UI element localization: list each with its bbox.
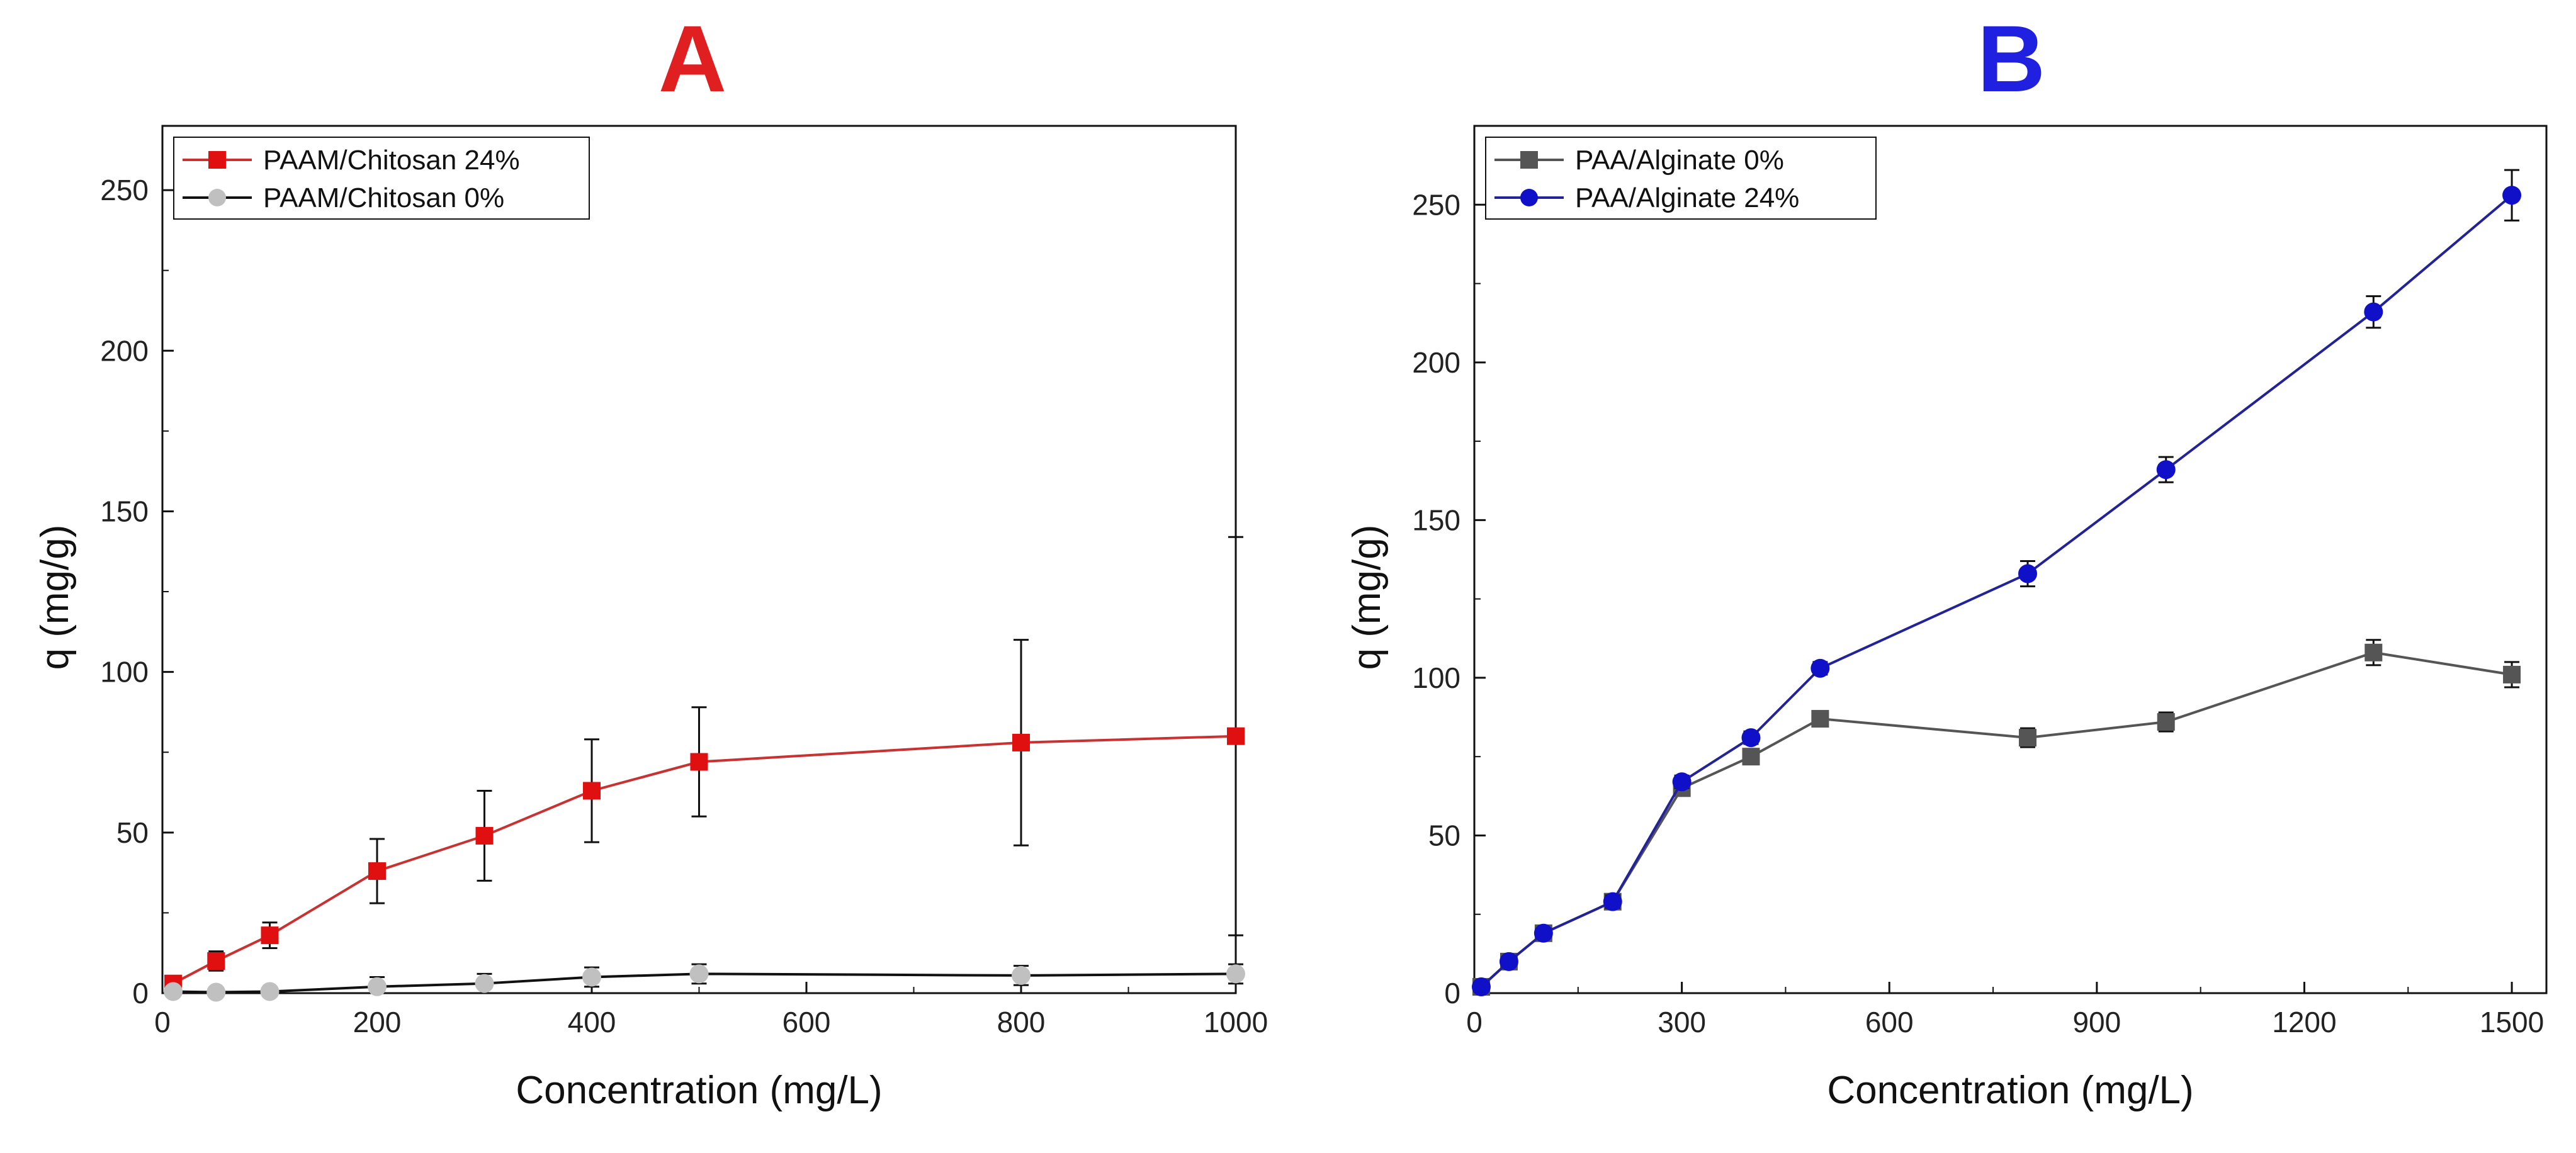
data-point — [1741, 728, 1761, 748]
legend-marker — [208, 189, 226, 206]
legend-label: PAAM/Chitosan 0% — [263, 183, 504, 213]
data-point — [582, 967, 601, 987]
chart-panel-b: B 0 300 600 900 1200 1500 0 50 100 150 200 250 Concen… — [1345, 6, 2548, 1112]
x-tick-label: 0 — [1466, 1006, 1483, 1038]
data-point — [261, 926, 279, 945]
data-point — [1811, 658, 1830, 678]
y-tick-label: 250 — [100, 174, 149, 206]
x-tick-label: 300 — [1658, 1006, 1706, 1038]
data-point — [164, 982, 183, 1001]
data-point — [1603, 892, 1622, 911]
data-point — [2364, 643, 2383, 661]
legend: PAA/Alginate 0% PAA/Alginate 24% — [1485, 137, 1877, 220]
y-tick-label: 50 — [116, 816, 149, 849]
series-1 — [1472, 639, 2521, 996]
y-tick-label: 150 — [100, 495, 149, 527]
legend-box — [173, 137, 590, 220]
data-point — [1226, 964, 1245, 984]
x-tick-label: 1000 — [1204, 1006, 1268, 1038]
data-point — [689, 964, 709, 984]
x-tick-label: 600 — [782, 1006, 831, 1038]
x-tick-label: 0 — [154, 1006, 171, 1038]
data-point — [2156, 460, 2176, 480]
x-tick-label: 400 — [568, 1006, 616, 1038]
legend-marker — [1520, 151, 1538, 169]
legend-label: PAA/Alginate 24% — [1575, 183, 1799, 213]
data-point — [1499, 952, 1518, 971]
x-tick-label: 600 — [1865, 1006, 1914, 1038]
data-point — [260, 982, 280, 1001]
data-point — [583, 782, 601, 800]
data-point — [206, 982, 226, 1002]
data-point — [1012, 965, 1031, 985]
y-tick-label: 50 — [1428, 819, 1460, 852]
y-axis-label: q (mg/g) — [33, 525, 77, 670]
x-tick-label: 200 — [353, 1006, 402, 1038]
y-tick-label: 200 — [1412, 346, 1460, 379]
x-tick-label: 1500 — [2480, 1006, 2544, 1038]
series-line — [1480, 194, 2513, 988]
data-point — [1227, 727, 1245, 745]
chart-panel-a: A 0 200 400 600 800 1000 0 50 100 150 200 250 Concent… — [33, 6, 1268, 1112]
data-point — [1811, 710, 1829, 728]
series-1 — [164, 536, 1245, 993]
panel-label: A — [658, 6, 726, 111]
series-2 — [164, 963, 1245, 1002]
data-point — [690, 753, 708, 771]
x-tick-label: 800 — [997, 1006, 1046, 1038]
panel-label: B — [1977, 6, 2045, 111]
data-point — [2018, 564, 2037, 583]
x-tick-label: 1200 — [2272, 1006, 2336, 1038]
y-tick-label: 100 — [100, 656, 149, 689]
y-tick-label: 0 — [1444, 977, 1460, 1010]
y-tick-label: 100 — [1412, 661, 1460, 694]
x-axis-label: Concentration (mg/L) — [1827, 1069, 2193, 1112]
data-point — [1471, 977, 1491, 996]
data-point — [368, 862, 386, 880]
legend-label: PAAM/Chitosan 24% — [263, 145, 520, 176]
x-tick-label: 900 — [2072, 1006, 2121, 1038]
data-point — [1672, 772, 1692, 792]
legend-marker — [1520, 189, 1538, 206]
y-tick-label: 150 — [1412, 503, 1460, 536]
series-line — [1480, 651, 2512, 988]
data-point — [207, 952, 225, 970]
legend-box — [1485, 137, 1877, 220]
series-2 — [1471, 169, 2522, 996]
y-tick-label: 200 — [100, 334, 149, 367]
data-point — [2364, 302, 2383, 322]
data-point — [2502, 186, 2522, 205]
series-line — [172, 734, 1236, 985]
plot-frame — [1473, 125, 2548, 994]
legend: PAAM/Chitosan 24% PAAM/Chitosan 0% — [173, 137, 590, 220]
legend-label: PAA/Alginate 0% — [1575, 145, 1784, 176]
data-point — [2503, 665, 2521, 683]
data-point — [1012, 733, 1030, 751]
data-point — [475, 974, 494, 993]
y-axis-label: q (mg/g) — [1345, 525, 1389, 670]
y-tick-label: 0 — [132, 977, 149, 1010]
data-point — [475, 826, 494, 845]
data-point — [2157, 713, 2175, 731]
data-point — [2018, 729, 2037, 747]
data-point — [1534, 923, 1553, 943]
y-tick-label: 250 — [1412, 188, 1460, 221]
legend-marker — [208, 151, 226, 169]
x-axis-label: Concentration (mg/L) — [516, 1069, 882, 1112]
plot-frame — [161, 125, 1237, 994]
data-point — [1742, 748, 1760, 766]
data-point — [368, 977, 387, 996]
